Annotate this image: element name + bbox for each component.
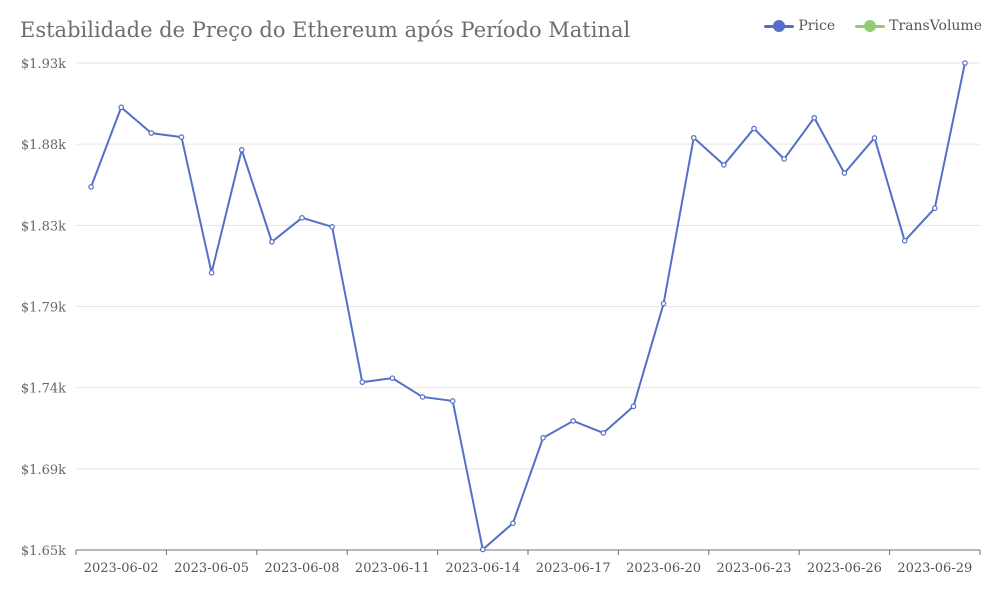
data-point-price[interactable] [751, 125, 757, 132]
x-tick-label: 2023-06-23 [717, 561, 792, 576]
y-tick-label: $1.93k [21, 57, 66, 72]
y-tick-label: $1.79k [21, 301, 66, 316]
legend: Price TransVolume [764, 18, 982, 34]
data-point-price[interactable] [389, 375, 396, 381]
y-tick-label: $1.69k [21, 463, 66, 478]
data-point-price[interactable] [208, 269, 215, 276]
data-point-price[interactable] [630, 403, 637, 410]
x-tick-label: 2023-06-26 [807, 561, 882, 576]
data-point-price[interactable] [570, 418, 577, 424]
data-point-price[interactable] [660, 300, 667, 307]
x-tick-label: 2023-06-20 [626, 561, 701, 576]
data-point-price[interactable] [811, 114, 818, 121]
chart-title: Estabilidade de Preço do Ethereum após P… [20, 18, 631, 42]
data-point-price[interactable] [479, 546, 486, 553]
data-point-price[interactable] [540, 435, 546, 441]
data-point-price[interactable] [721, 162, 727, 168]
data-point-price[interactable] [148, 130, 155, 136]
legend-price-marker [764, 20, 795, 32]
data-point-price[interactable] [962, 60, 968, 66]
data-point-price[interactable] [931, 205, 938, 212]
x-tick-label: 2023-06-11 [355, 561, 430, 576]
series-layer [88, 60, 968, 553]
y-axis: $1.65k $1.69k $1.74k $1.79k $1.83k $1.88k $1.9… [21, 57, 66, 559]
data-point-price[interactable] [690, 134, 697, 141]
data-point-price[interactable] [449, 398, 456, 404]
legend-transvolume-label: TransVolume [889, 18, 982, 34]
x-tick-label: 2023-06-17 [536, 561, 611, 576]
data-point-price[interactable] [118, 104, 125, 111]
data-point-price[interactable] [299, 214, 305, 221]
data-point-price[interactable] [178, 134, 185, 140]
x-tick-label: 2023-06-14 [445, 561, 520, 576]
y-tick-label: $1.65k [21, 544, 66, 559]
data-point-price[interactable] [88, 184, 94, 190]
legend-price-label: Price [798, 18, 836, 34]
legend-item-transvolume[interactable]: TransVolume [855, 18, 982, 34]
data-point-price[interactable] [841, 170, 848, 176]
data-point-price[interactable] [359, 379, 366, 385]
data-point-price[interactable] [871, 135, 878, 141]
x-axis: 2023-06-02 2023-06-05 2023-06-08 2023-06-11… [75, 549, 981, 576]
legend-transvolume-marker [855, 20, 886, 32]
legend-item-price[interactable]: Price [764, 18, 835, 34]
data-point-price[interactable] [419, 394, 426, 400]
y-tick-label: $1.74k [21, 382, 66, 397]
x-tick-label: 2023-06-29 [897, 561, 972, 576]
x-tick-label: 2023-06-02 [84, 561, 159, 576]
data-point-price[interactable] [781, 156, 787, 162]
series-line-price [90, 62, 966, 551]
data-point-price[interactable] [510, 520, 516, 527]
data-point-price[interactable] [269, 238, 275, 245]
y-tick-label: $1.88k [21, 138, 66, 153]
x-tick-label: 2023-06-05 [174, 561, 249, 576]
y-tick-label: $1.83k [21, 219, 66, 234]
x-tick-label: 2023-06-08 [265, 561, 340, 576]
data-point-price[interactable] [600, 430, 607, 436]
data-point-price[interactable] [901, 237, 908, 244]
data-point-price[interactable] [329, 224, 335, 230]
grid-lines [76, 62, 980, 470]
data-point-price[interactable] [238, 146, 245, 153]
